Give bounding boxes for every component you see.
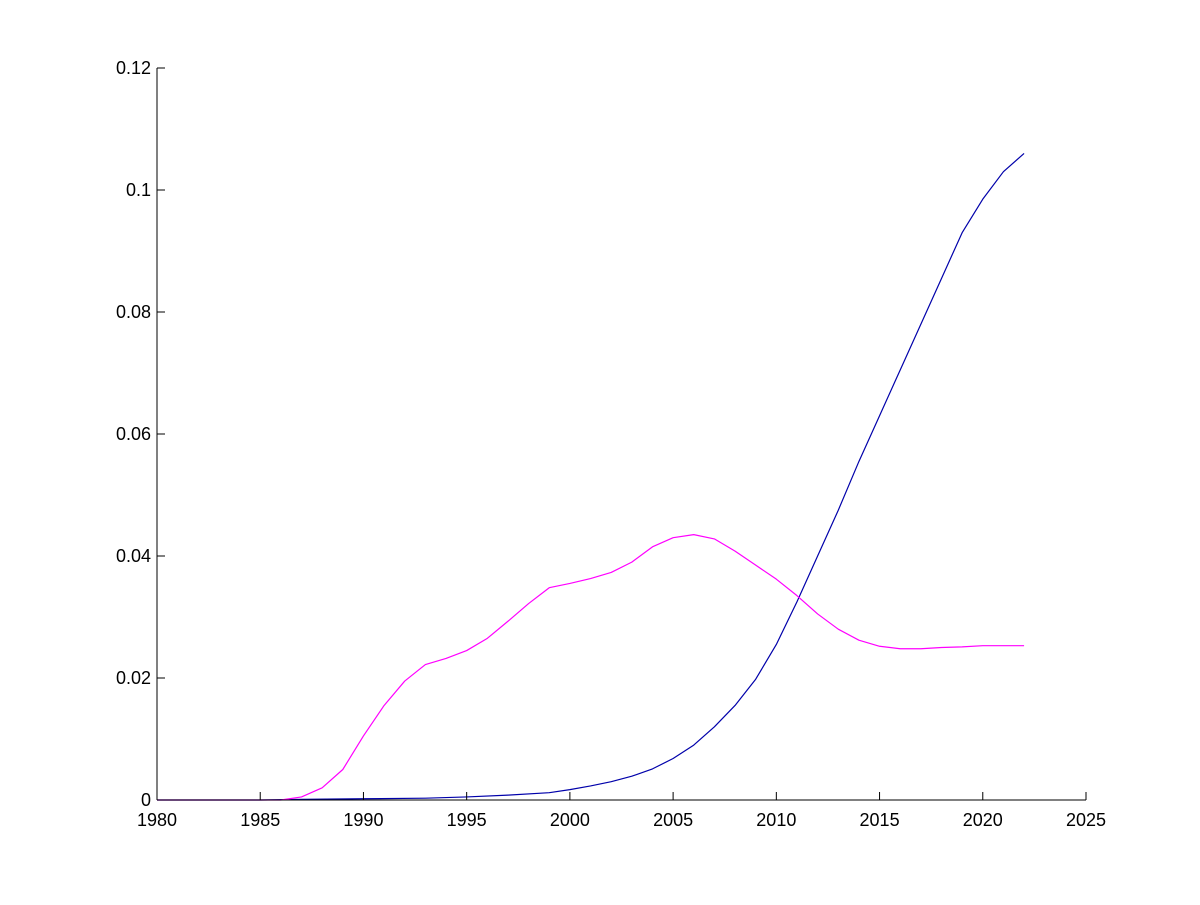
y-tick-label: 0.04 <box>116 546 151 566</box>
x-tick-label: 2005 <box>653 810 693 830</box>
series-layer <box>157 152 1025 801</box>
x-tick-label: 2000 <box>550 810 590 830</box>
x-tick-label: 1985 <box>240 810 280 830</box>
y-tick-label: 0.08 <box>116 302 151 322</box>
y-tick-label: 0 <box>141 790 151 810</box>
x-tick-label: 1995 <box>447 810 487 830</box>
y-tick-label: 0.02 <box>116 668 151 688</box>
y-tick-label: 0.1 <box>126 180 151 200</box>
axes-layer: 1980 1985 1990 1995 2000 2005 2010 2015 2020 2025… <box>116 58 1106 830</box>
series-line-1 <box>157 152 1025 801</box>
x-tick-label: 1990 <box>343 810 383 830</box>
y-tick-label: 0.12 <box>116 58 151 78</box>
x-tick-label: 2015 <box>860 810 900 830</box>
x-tick-label: 2010 <box>756 810 796 830</box>
series-line-2 <box>157 534 1025 801</box>
x-tick-label: 1980 <box>137 810 177 830</box>
y-tick-label: 0.06 <box>116 424 151 444</box>
x-tick-label: 2025 <box>1066 810 1106 830</box>
x-tick-label: 2020 <box>963 810 1003 830</box>
